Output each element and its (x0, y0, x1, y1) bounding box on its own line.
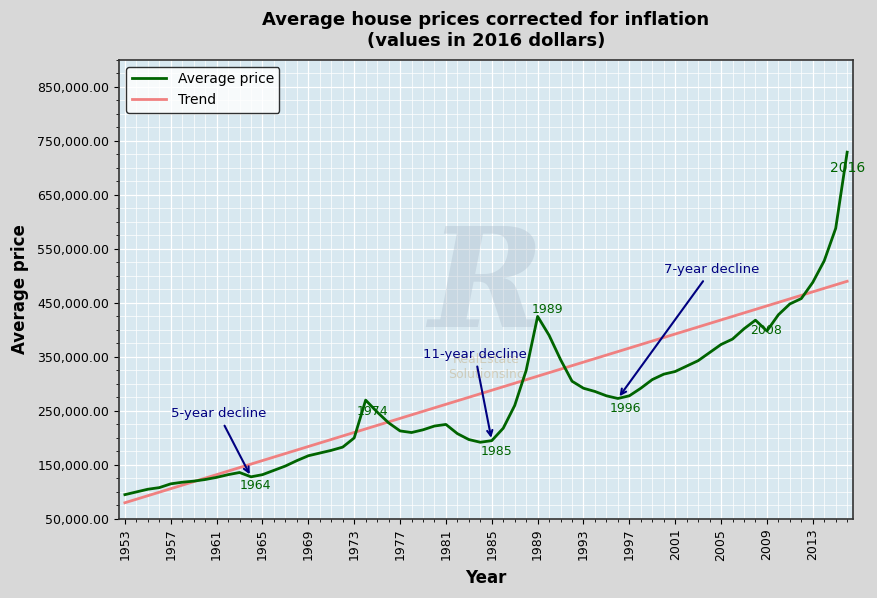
Y-axis label: Average price: Average price (11, 224, 29, 355)
Text: 1974: 1974 (356, 405, 388, 418)
Line: Average price: Average price (125, 152, 846, 495)
Text: 7-year decline: 7-year decline (620, 263, 759, 394)
Average price (211, 474, 222, 481)
Average price (474, 439, 485, 446)
Title: Average house prices corrected for inflation
(values in 2016 dollars): Average house prices corrected for infla… (262, 11, 709, 50)
Average price (589, 388, 600, 395)
Text: R: R (428, 222, 543, 356)
Average price (520, 367, 531, 374)
Text: 1989: 1989 (531, 303, 563, 316)
Text: 2016: 2016 (829, 161, 864, 175)
Average price (578, 385, 588, 392)
Legend: Average price, Trend: Average price, Trend (126, 67, 279, 113)
Text: 1964: 1964 (239, 479, 271, 492)
X-axis label: Year: Year (465, 569, 506, 587)
Text: 1996: 1996 (610, 402, 640, 415)
Text: 11-year decline: 11-year decline (423, 348, 526, 435)
Text: 2008: 2008 (749, 324, 781, 337)
Text: RealEstate
SolutionsInc: RealEstate SolutionsInc (447, 353, 524, 382)
Text: 5-year decline: 5-year decline (170, 407, 266, 472)
Average price (841, 148, 852, 155)
Average price (119, 491, 130, 498)
Average price (417, 426, 428, 434)
Text: 1985: 1985 (480, 446, 511, 458)
